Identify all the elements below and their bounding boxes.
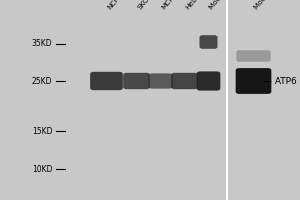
FancyBboxPatch shape	[148, 73, 173, 89]
Text: 35KD: 35KD	[32, 40, 52, 48]
Text: SKOV3: SKOV3	[136, 0, 157, 11]
FancyBboxPatch shape	[171, 73, 198, 89]
FancyBboxPatch shape	[200, 35, 217, 49]
Text: 15KD: 15KD	[32, 127, 52, 136]
Text: 25KD: 25KD	[32, 76, 52, 86]
FancyBboxPatch shape	[197, 71, 220, 91]
FancyBboxPatch shape	[123, 73, 150, 89]
Text: 10KD: 10KD	[32, 164, 52, 173]
Text: — ATP6: — ATP6	[263, 76, 297, 86]
FancyBboxPatch shape	[236, 50, 271, 62]
FancyBboxPatch shape	[90, 72, 123, 90]
Text: HeLa: HeLa	[184, 0, 201, 11]
Text: Mouse brain: Mouse brain	[208, 0, 242, 11]
Text: MCF7: MCF7	[160, 0, 178, 11]
FancyBboxPatch shape	[236, 68, 271, 94]
Text: NCI-H460: NCI-H460	[106, 0, 134, 11]
Text: Mouse skeletal muscle: Mouse skeletal muscle	[254, 0, 300, 11]
